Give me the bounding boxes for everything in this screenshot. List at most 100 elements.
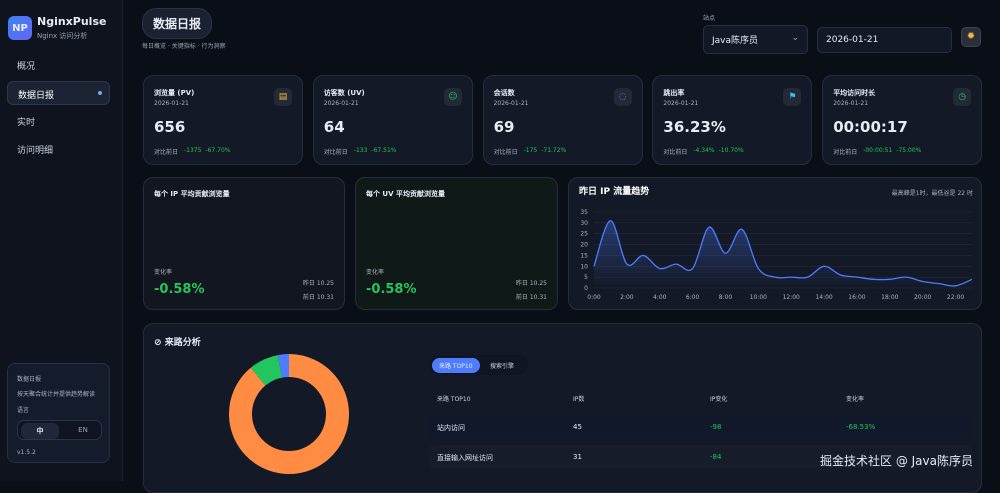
- ratio-title: 每个 IP 平均贡献浏览量: [154, 190, 230, 198]
- version: v1.5.2: [17, 449, 36, 456]
- kpi-value: 00:00:17: [833, 118, 908, 136]
- yesterday: 昨日 10.25: [302, 280, 334, 287]
- kpi-change: -4.34% -10.70%: [693, 147, 743, 154]
- x-tick-label: 8:00: [719, 294, 733, 301]
- kpi-card: 平均访问时长 2026-01-21 ◷ 00:00:17 对比前日 -00:00:51 -7…: [822, 75, 983, 165]
- kpi-title: 浏览量 (PV): [154, 89, 195, 97]
- kpi-icon: ◷: [953, 88, 972, 106]
- column-header: 变化率: [846, 396, 865, 403]
- change-rate: -67.70%: [205, 147, 231, 154]
- kpi-value: 69: [493, 118, 515, 136]
- info-description: 按天聚合统计并提供趋势解读: [17, 391, 96, 398]
- table-cell: 直接输入网址访问: [437, 454, 493, 462]
- kpi-icon: ▤: [274, 88, 292, 106]
- table-cell: 31: [573, 453, 582, 461]
- nav-item[interactable]: 概况: [17, 62, 36, 72]
- y-tick-label: 5: [584, 274, 588, 281]
- ratio-title: 每个 UV 平均贡献浏览量: [366, 190, 445, 198]
- kpi-date: 2026-01-21: [833, 100, 869, 107]
- kpi-value: 656: [154, 118, 186, 136]
- change-rate: -75.00%: [896, 147, 922, 154]
- info-card: 数据日报 按天聚合统计并提供趋势解读 语言 中 EN v1.5.2: [7, 363, 110, 463]
- y-tick-label: 20: [580, 242, 588, 249]
- table-row: [429, 445, 972, 468]
- column-header: IP变化: [710, 396, 728, 403]
- change-rate: -71.72%: [541, 147, 567, 154]
- sidebar: NP NginxPulse Nginx 访问分析 概况 数据日报 实时 访问明细 数据…: [0, 0, 123, 481]
- x-tick-label: 16:00: [848, 294, 865, 301]
- kpi-card: 跳出率 2026-01-21 ⚑ 36.23% 对比前日 -4.34% -10.70%: [652, 75, 813, 165]
- ratio-card: 每个 UV 平均贡献浏览量 变化率 -0.58% 昨日 10.25 前日 10.31: [355, 177, 558, 310]
- site-select[interactable]: Java陈序员 ⌄: [703, 25, 808, 54]
- kpi-change: -175 -71.72%: [524, 147, 567, 154]
- kpi-icon: ☺: [443, 88, 462, 106]
- y-tick-label: 0: [584, 285, 588, 292]
- nav-item[interactable]: 访问明细: [17, 146, 54, 156]
- compare-label: 对比前日: [833, 149, 858, 156]
- watermark: 掘金技术社区 @ Java陈序员: [820, 454, 973, 468]
- table-row: [429, 415, 972, 438]
- ratio-change: -0.58%: [154, 282, 205, 297]
- kpi-card: 访客数 (UV) 2026-01-21 ☺ 64 对比前日 -133 -67.51%: [312, 75, 473, 165]
- x-tick-label: 18:00: [881, 294, 898, 301]
- kpi-title: 访客数 (UV): [323, 89, 365, 97]
- table-cell: -68.53%: [846, 423, 876, 431]
- kpi-change: -1375 -67.70%: [184, 147, 230, 154]
- area: [594, 220, 972, 288]
- kpi-change: -133 -67.51%: [354, 147, 397, 154]
- change-label: 变化率: [366, 269, 385, 276]
- kpi-icon: ⚑: [783, 88, 802, 106]
- change: -133: [353, 147, 368, 154]
- column-header: IP数: [573, 396, 585, 403]
- sources-card: ⊘ 来路分析 来路 TOP10 搜索引擎 来路 TOP10 IP数 IP变化 变化率站…: [143, 323, 982, 493]
- language-option[interactable]: EN: [78, 426, 88, 434]
- page-subtitle: 每日概览 · 关键指标 · 行为洞察: [142, 43, 226, 50]
- sources-title: ⊘ 来路分析: [154, 338, 201, 348]
- language-label: 语言: [17, 407, 30, 414]
- yesterday: 昨日 10.25: [515, 280, 547, 287]
- x-tick-label: 2:00: [620, 294, 634, 301]
- info-title: 数据日报: [17, 376, 42, 383]
- table-cell: -84: [710, 453, 722, 461]
- compare-label: 对比前日: [154, 149, 179, 156]
- change-rate: -10.70%: [718, 147, 744, 154]
- nav-item[interactable]: 实时: [17, 118, 36, 128]
- donut-chart: [229, 354, 349, 474]
- date-picker[interactable]: 2026-01-21: [817, 27, 952, 53]
- kpi-icon: ◌: [613, 88, 632, 106]
- language-option[interactable]: 中: [21, 423, 59, 439]
- kpi-card: 浏览量 (PV) 2026-01-21 ▤ 656 对比前日 -1375 -67.70%: [143, 75, 303, 165]
- x-tick-label: 12:00: [783, 294, 800, 301]
- x-tick-label: 4:00: [653, 294, 667, 301]
- date-value: 2026-01-21: [826, 35, 879, 45]
- logo: NP: [8, 16, 32, 40]
- day-before: 前日 10.31: [302, 294, 334, 301]
- language-switch: 中 EN: [17, 420, 102, 440]
- kpi-value: 64: [323, 118, 345, 136]
- compare-label: 对比前日: [663, 149, 688, 156]
- donut-segment: [277, 354, 290, 378]
- trend-chart: 昨日 IP 流量趋势 最高峰是1时，最低谷是 22 时 0 5 10 15 20 25 30…: [579, 185, 973, 301]
- x-tick-label: 10:00: [750, 294, 767, 301]
- theme-toggle[interactable]: ✹: [961, 27, 981, 47]
- nav-item[interactable]: 数据日报: [7, 81, 110, 105]
- kpi-date: 2026-01-21: [323, 100, 359, 107]
- sources-title-text: 来路分析: [164, 338, 201, 348]
- ratio-card: 每个 IP 平均贡献浏览量 变化率 -0.58% 昨日 10.25 前日 10.31: [143, 177, 345, 310]
- compare-label: 对比前日: [493, 149, 518, 156]
- donut-segment: [229, 354, 349, 474]
- kpi-date: 2026-01-21: [493, 100, 529, 107]
- kpi-title: 会话数: [493, 89, 515, 97]
- x-tick-label: 0:00: [587, 294, 601, 301]
- change: -1375: [184, 147, 202, 154]
- y-tick-label: 15: [580, 252, 588, 259]
- y-tick-label: 35: [580, 209, 588, 216]
- kpi-value: 36.23%: [663, 118, 726, 136]
- kpi-card: 会话数 2026-01-21 ◌ 69 对比前日 -175 -71.72%: [482, 75, 643, 165]
- active-dot: [98, 91, 102, 95]
- tab[interactable]: 来路 TOP10: [432, 358, 480, 373]
- y-tick-label: 30: [580, 220, 588, 227]
- tab[interactable]: 搜索引擎: [490, 363, 515, 370]
- line: [593, 220, 973, 287]
